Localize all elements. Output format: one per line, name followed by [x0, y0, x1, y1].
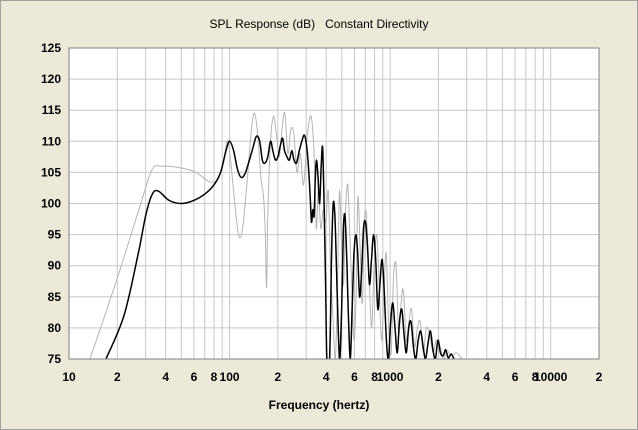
- x-tick-label: 2: [275, 370, 282, 384]
- y-tick-label: 115: [42, 103, 62, 117]
- x-tick-label: 10: [62, 370, 76, 384]
- x-tick-label: 8: [211, 370, 218, 384]
- y-tick-label: 85: [48, 290, 62, 304]
- x-tick-label: 10000: [534, 370, 568, 384]
- series-group: [89, 111, 463, 359]
- y-tick-labels: 75 80 85 90 95 100 105 110 115 120 125: [41, 41, 61, 366]
- x-tick-label: 1000: [377, 370, 404, 384]
- x-tick-label: 6: [351, 370, 358, 384]
- x-tick-label: 100: [220, 370, 240, 384]
- x-axis-label: Frequency (hertz): [268, 398, 370, 412]
- series-line-1: [89, 111, 463, 359]
- x-tick-label: 8: [371, 370, 378, 384]
- chart-title: SPL Response (dB) Constant Directivity: [209, 17, 429, 31]
- y-tick-label: 100: [41, 197, 61, 211]
- y-tick-label: 95: [48, 228, 62, 242]
- grid: [69, 48, 599, 359]
- y-tick-label: 75: [48, 352, 62, 366]
- x-tick-label: 2: [435, 370, 442, 384]
- x-tick-label: 6: [512, 370, 519, 384]
- x-tick-label: 4: [323, 370, 330, 384]
- x-tick-label: 8: [532, 370, 539, 384]
- x-tick-label: 4: [162, 370, 169, 384]
- plot-border: [68, 47, 600, 360]
- y-tick-label: 105: [41, 165, 61, 179]
- x-tick-label: 4: [483, 370, 490, 384]
- y-tick-label: 125: [41, 41, 61, 55]
- y-tick-label: 120: [41, 72, 61, 86]
- x-tick-label: 6: [191, 370, 198, 384]
- y-tick-label: 110: [42, 134, 62, 148]
- x-tick-label: 2: [596, 370, 603, 384]
- y-tick-label: 80: [48, 321, 62, 335]
- y-tick-label: 90: [48, 259, 62, 273]
- x-tick-label: 2: [114, 370, 121, 384]
- series-line-2: [105, 134, 455, 359]
